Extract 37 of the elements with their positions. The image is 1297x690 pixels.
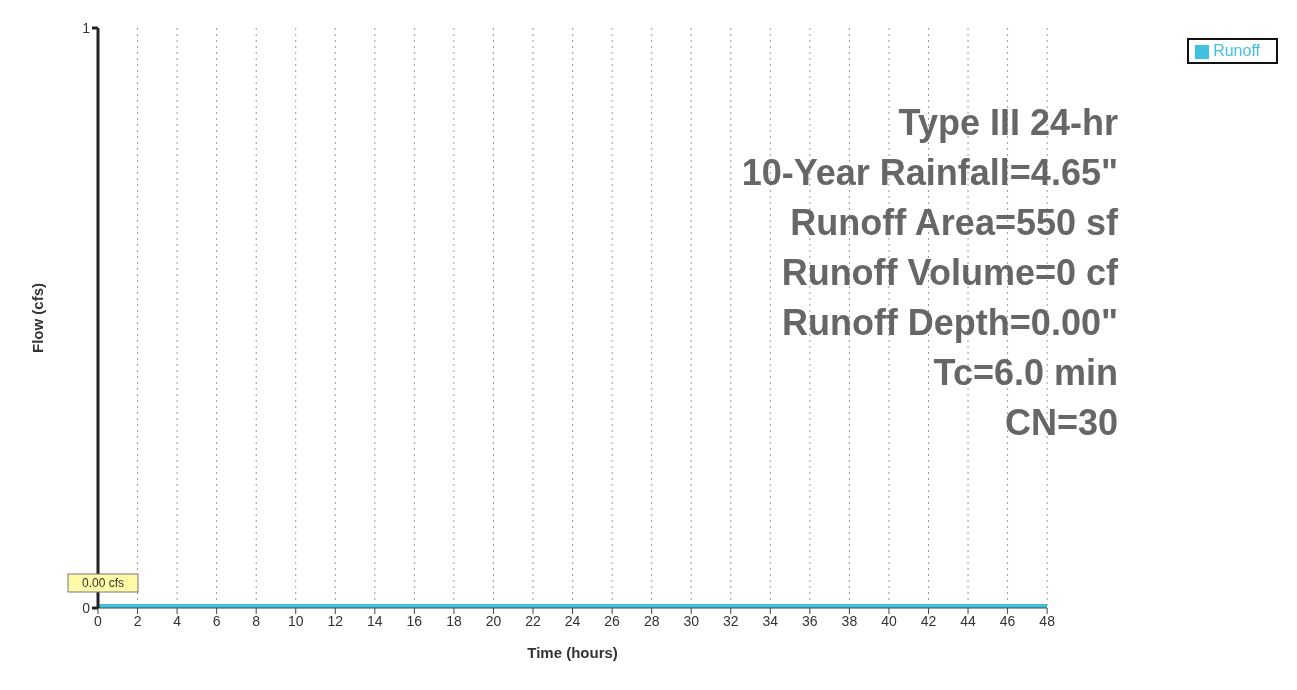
x-axis-title: Time (hours) [527,644,618,661]
x-tick-label: 24 [564,612,581,629]
annotation: Runoff Volume=0 cf [780,251,1118,295]
x-tick-label: 2 [133,612,142,629]
x-tick-label: 22 [525,612,542,629]
x-tick-label: 4 [173,612,182,629]
x-tick-label: 12 [327,612,344,629]
x-tick-label: 26 [604,612,621,629]
x-tick-label: 16 [406,612,423,629]
x-tick-label: 10 [287,612,304,629]
x-tick-label: 6 [212,612,221,629]
y-tick-label: 1 [82,19,91,36]
x-tick-label: 28 [643,612,660,629]
x-tick-label: 34 [762,612,779,629]
x-tick-label: 40 [881,612,897,629]
x-tick-label: 14 [367,612,383,629]
x-tick-label: 48 [1039,612,1056,629]
x-tick-label: 46 [999,612,1016,629]
x-tick-label: 32 [722,612,739,629]
x-tick-label: 20 [485,612,502,629]
x-tick-label: 8 [252,612,261,629]
x-tick-label: 36 [802,612,818,629]
x-tick-label: 42 [920,612,937,629]
annotation: Tc=6.0 min [932,351,1118,395]
x-tick-label: 18 [446,612,462,629]
x-tick-label: 0 [94,612,103,629]
x-tick-label: 38 [841,612,858,629]
annotation: Type III 24-hr [897,101,1118,145]
x-tick-label: 30 [683,612,700,629]
annotation: Runoff Area=550 sf [789,201,1118,245]
annotation: CN=30 [1003,401,1118,445]
annotation: 10-Year Rainfall=4.65" [741,151,1118,195]
y-axis-title: Flow (cfs) [29,283,47,353]
x-tick-label: 44 [960,612,977,629]
annotation: Runoff Depth=0.00" [780,301,1118,345]
legend-label: Runoff [1213,42,1260,59]
data-label: 0.00 cfs [81,576,125,590]
